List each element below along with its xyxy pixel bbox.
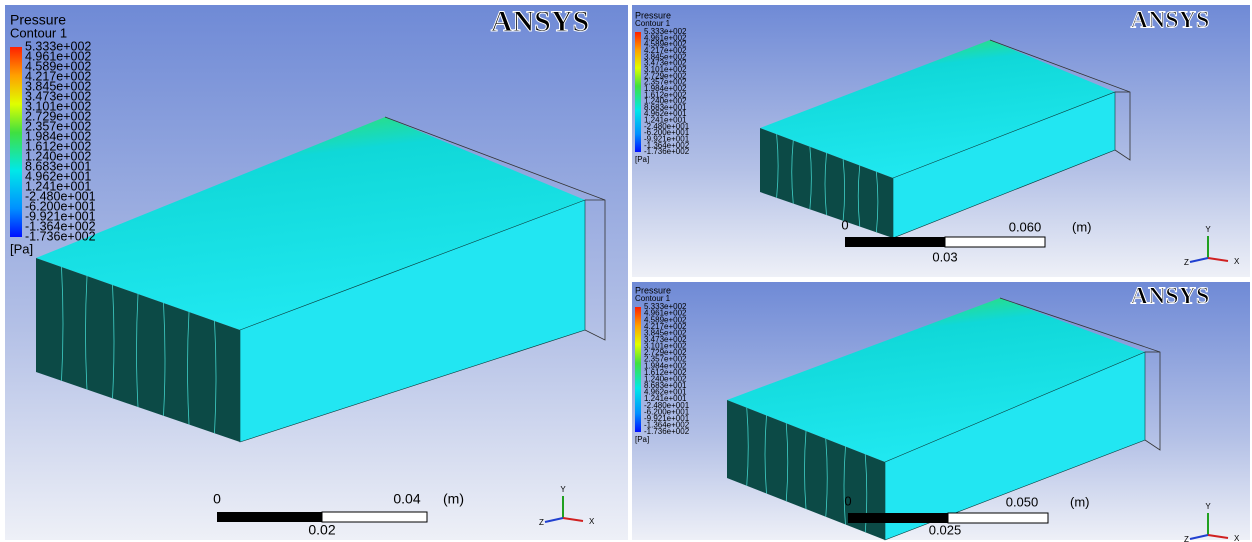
scale-label: (m) bbox=[443, 491, 464, 507]
scale-label: 0.050 bbox=[1006, 494, 1039, 509]
scale-label: 0.02 bbox=[308, 522, 335, 538]
color-bar bbox=[635, 32, 641, 152]
legend-label: -1.736e+002 bbox=[644, 427, 690, 436]
scale-label: 0 bbox=[213, 491, 221, 507]
scale-label: (m) bbox=[1070, 494, 1090, 509]
scale-bar-white bbox=[948, 513, 1048, 523]
axis-label: Y bbox=[1205, 502, 1211, 511]
ansys-logo: ANSYS bbox=[491, 5, 589, 38]
scale-label: 0 bbox=[841, 217, 848, 232]
axis-label: Y bbox=[560, 485, 566, 494]
axis-label: Z bbox=[1184, 258, 1189, 267]
scale-bar-black bbox=[845, 237, 945, 247]
axis-label: Z bbox=[1184, 535, 1189, 542]
scale-label: (m) bbox=[1072, 219, 1092, 234]
scale-label: 0.03 bbox=[932, 249, 957, 264]
axis-label: X bbox=[589, 517, 595, 526]
legend-unit: [Pa] bbox=[635, 435, 649, 444]
axis-label: X bbox=[1234, 534, 1240, 542]
legend-label: -1.736e+002 bbox=[25, 229, 96, 243]
scale-bar-white bbox=[322, 512, 427, 522]
viewport-panel: PressureContour 15.333e+0024.961e+0024.5… bbox=[632, 5, 1250, 277]
color-bar bbox=[635, 307, 641, 432]
scale-bar-black bbox=[217, 512, 322, 522]
scale-bar-white bbox=[945, 237, 1045, 247]
screenshot: PressureContour 15.333e+0024.961e+0024.5… bbox=[0, 0, 1252, 542]
scale-label: 0 bbox=[844, 493, 851, 508]
ansys-logo: ANSYS bbox=[1131, 8, 1210, 34]
axis-label: Z bbox=[539, 518, 544, 527]
axis-label: Y bbox=[1205, 225, 1211, 234]
scale-label: 0.025 bbox=[929, 522, 962, 537]
scale-label: 0.04 bbox=[393, 491, 420, 507]
legend-unit: [Pa] bbox=[635, 155, 649, 164]
axis-label: X bbox=[1234, 257, 1240, 266]
scale-label: 0.060 bbox=[1009, 219, 1042, 234]
color-bar bbox=[10, 47, 22, 237]
ansys-logo: ANSYS bbox=[1131, 284, 1210, 310]
legend-subtitle: Contour 1 bbox=[10, 25, 67, 40]
legend-unit: [Pa] bbox=[10, 241, 33, 256]
legend-label: -1.736e+002 bbox=[644, 147, 690, 156]
